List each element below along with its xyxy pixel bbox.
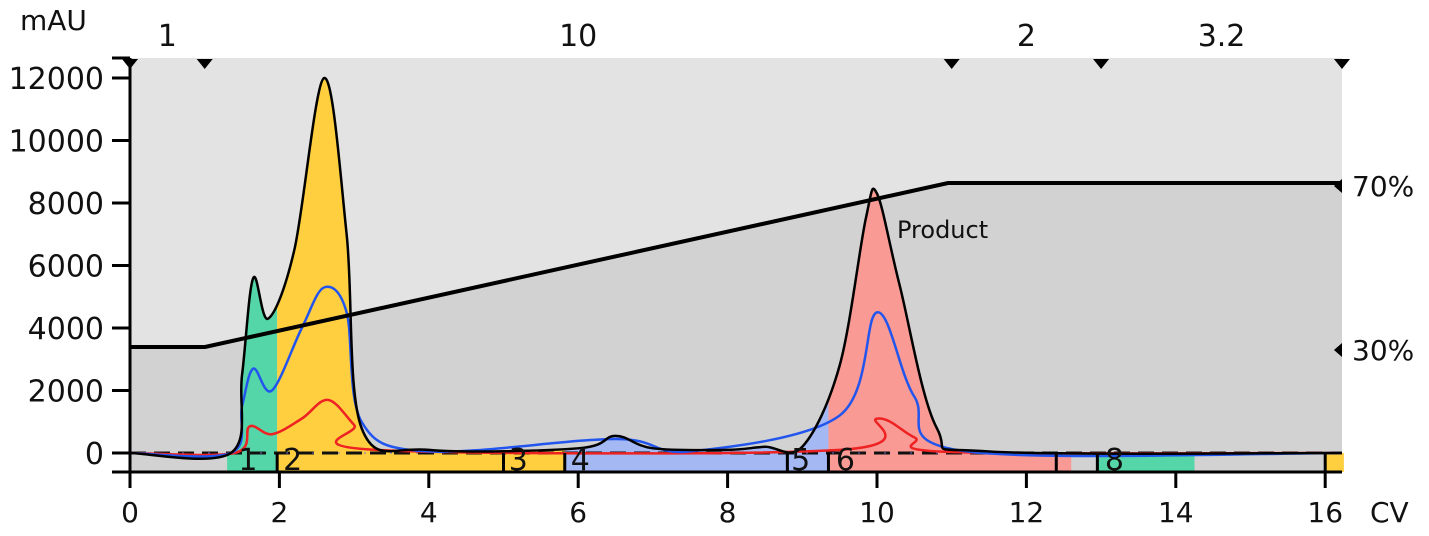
fraction-label: 5 <box>791 443 810 478</box>
gradient-line <box>130 181 1342 349</box>
phase-label: 3.2 <box>1198 19 1246 54</box>
fraction-label: 2 <box>283 443 302 478</box>
peak-fill <box>227 277 278 453</box>
peak-fill <box>828 188 1057 453</box>
phase-label: 10 <box>559 19 597 54</box>
x-tick-label: 14 <box>1158 496 1194 529</box>
y-tick-label: 12000 <box>9 62 104 97</box>
fraction-label: 8 <box>1105 443 1124 478</box>
gradient-label-30: 30% <box>1352 334 1414 367</box>
fraction-band <box>227 453 278 472</box>
trace-uv-black <box>130 76 1342 461</box>
x-tick-label: 6 <box>569 496 587 529</box>
fraction-band <box>564 453 788 472</box>
x-tick-label: 4 <box>420 496 438 529</box>
peak-fills <box>227 77 1342 453</box>
fraction-band <box>1325 453 1344 472</box>
fraction-band <box>1097 453 1195 472</box>
x-tick-label: 8 <box>719 496 737 529</box>
fraction-label: 6 <box>836 443 855 478</box>
uv-traces <box>130 76 1342 461</box>
y-tick-label: 4000 <box>28 312 104 347</box>
fraction-label: 1 <box>238 443 257 478</box>
x-tick-label: 12 <box>1009 496 1045 529</box>
fraction-band <box>787 453 829 472</box>
phase-marker-icon <box>122 59 138 69</box>
fraction-label: 4 <box>571 443 590 478</box>
gradient-region <box>130 183 1342 472</box>
y-axis-unit: mAU <box>20 4 87 37</box>
fraction-band <box>503 453 565 472</box>
y-tick-label: 2000 <box>28 375 104 410</box>
fraction-band <box>277 453 504 472</box>
x-tick-label: 2 <box>270 496 288 529</box>
fraction-band <box>1056 453 1072 472</box>
x-axis-unit: CV <box>1370 496 1409 529</box>
marker-70-icon <box>1334 179 1342 193</box>
marker-30-icon <box>1334 343 1342 357</box>
peak-fill <box>787 399 829 453</box>
phase-label: 2 <box>1017 19 1036 54</box>
y-tick-label: 10000 <box>9 125 104 160</box>
phase-markers: 1 10 2 3.2 <box>122 19 1350 69</box>
phase-label: 1 <box>158 19 177 54</box>
y-tick-label: 0 <box>85 437 104 472</box>
x-tick-label: 10 <box>859 496 895 529</box>
fraction-bands <box>227 453 1344 472</box>
x-tick-label: 16 <box>1307 496 1343 529</box>
product-annotation: Product <box>897 216 988 244</box>
y-axis-ticks: 0 2000 4000 6000 8000 10000 12000 <box>9 56 130 474</box>
phase-marker-icon <box>943 59 960 69</box>
phase-marker-icon <box>1093 59 1110 69</box>
x-tick-label: 0 <box>121 496 139 529</box>
gradient-label-70: 70% <box>1352 170 1414 203</box>
phase-marker-icon <box>196 59 213 69</box>
fraction-label: 3 <box>509 443 528 478</box>
x-axis-ticks: 0 2 4 6 8 10 12 14 16 <box>121 472 1343 529</box>
phase-marker-icon <box>1334 59 1350 69</box>
y-tick-label: 6000 <box>28 250 104 285</box>
fraction-band <box>828 453 1057 472</box>
y-tick-label: 8000 <box>28 187 104 222</box>
peak-fill <box>277 77 504 453</box>
